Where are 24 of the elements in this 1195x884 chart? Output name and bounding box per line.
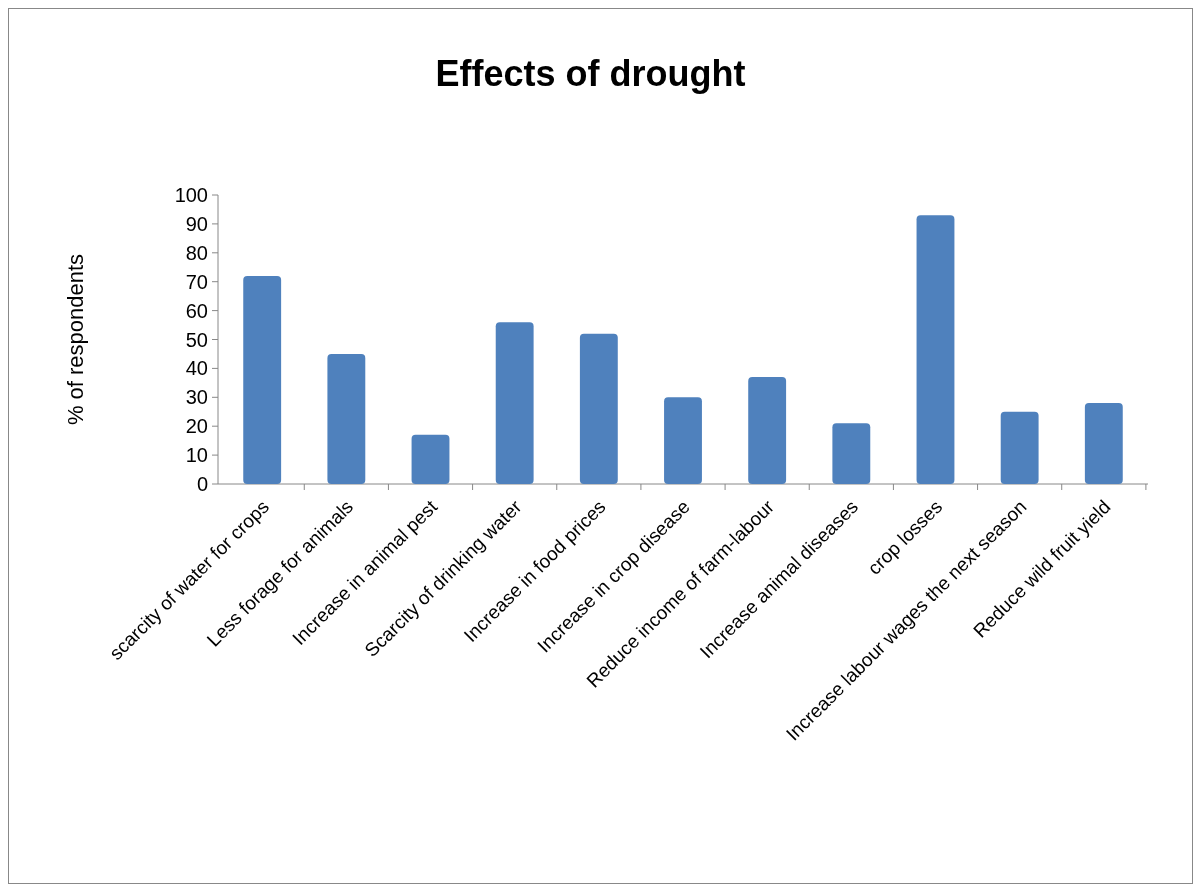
y-tick-label: 10 (185, 444, 208, 467)
bar (495, 322, 534, 484)
y-tick-label: 0 (196, 473, 208, 495)
y-tick-label: 20 (185, 415, 208, 438)
bar (1000, 411, 1039, 484)
y-axis-title: % of respondents (63, 253, 88, 426)
chart-title: Effects of drought (435, 53, 746, 94)
y-tick-label: 90 (185, 212, 208, 235)
y-tick-label: 40 (185, 357, 208, 380)
bar (832, 423, 871, 484)
bar (411, 434, 450, 484)
y-tick-label: 60 (185, 299, 208, 322)
bar (916, 215, 955, 484)
bar (664, 397, 702, 484)
bar (579, 333, 618, 484)
y-tick-label: 100 (174, 184, 208, 206)
y-tick-label: 30 (185, 386, 208, 409)
y-tick-label: 80 (185, 241, 208, 264)
bar (1084, 403, 1123, 484)
bar (243, 275, 282, 484)
y-tick-label: 50 (185, 328, 208, 351)
bar (327, 353, 366, 484)
y-tick-label: 70 (185, 270, 208, 293)
bar (748, 377, 787, 484)
